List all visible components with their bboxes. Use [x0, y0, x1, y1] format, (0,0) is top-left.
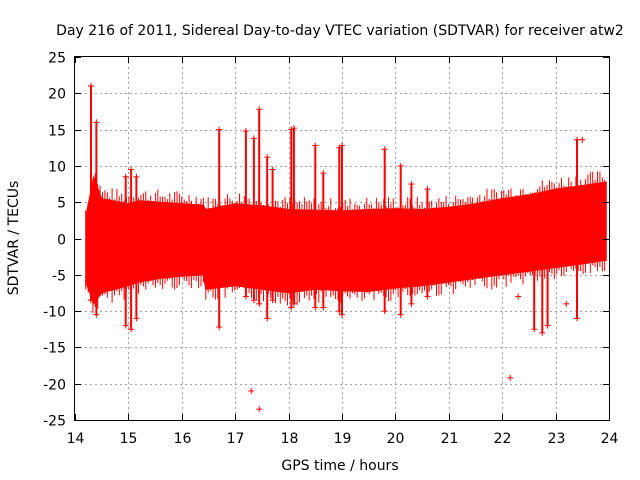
spike-top-marker [544, 206, 551, 213]
y-tick-label: -15 [43, 341, 66, 357]
spike-top-marker [290, 125, 297, 132]
spike-top-marker [320, 170, 327, 177]
spike-bottom-marker [312, 304, 319, 311]
spike-top-marker [242, 128, 249, 135]
spike-bottom-marker [133, 315, 140, 322]
chart-title: Day 216 of 2011, Sidereal Day-to-day VTE… [56, 23, 624, 39]
y-tick-label: 0 [57, 233, 66, 249]
y-tick-label: 15 [48, 124, 66, 140]
spike-bottom-marker [531, 326, 538, 333]
spike-top-marker [133, 173, 140, 180]
spike-bottom-marker [93, 311, 100, 318]
axis-ticks: 14 15 16 17 18 19 20 21 22 23 24 25 20 15 10 5 0 -5 -10 -15… [43, 51, 618, 448]
plot-frame [74, 56, 610, 421]
spike-bottom-marker [544, 322, 551, 329]
spike-bottom-marker [250, 297, 257, 304]
spike-bottom-marker [573, 315, 580, 322]
spike-bottom-marker [381, 308, 388, 315]
spike-top-marker [250, 135, 257, 142]
outlier-point [248, 387, 255, 394]
y-tick-label: -20 [43, 378, 66, 394]
outlier-point [88, 83, 95, 90]
x-axis-label: GPS time / hours [281, 458, 398, 474]
x-tick-label: 23 [548, 431, 566, 447]
outlier-point [256, 406, 263, 413]
y-tick-label: -10 [43, 305, 66, 321]
x-tick-label: 14 [67, 431, 85, 447]
y-tick-label: -5 [52, 269, 66, 285]
sdtvar-point-cloud [85, 174, 607, 305]
outlier-point [507, 374, 514, 381]
spike-bottom-marker [256, 300, 263, 307]
spike-top-marker [408, 181, 415, 188]
spike-bottom-marker [320, 304, 327, 311]
spike-bottom-marker [397, 311, 404, 318]
spike-bottom-marker [216, 324, 223, 331]
outlier-point [579, 136, 586, 143]
y-tick-label: 20 [48, 87, 66, 103]
spike-top-marker [122, 173, 129, 180]
spike-top-marker [424, 186, 431, 193]
spike-bottom-marker [128, 326, 135, 333]
x-tick-label: 17 [227, 431, 245, 447]
spike-top-marker [312, 142, 319, 149]
data-points [85, 83, 607, 413]
x-tick-label: 18 [281, 431, 299, 447]
x-tick-label: 19 [334, 431, 352, 447]
spike-bottom-marker [242, 293, 249, 300]
spike-top-marker [381, 146, 388, 153]
x-tick-label: 22 [494, 431, 512, 447]
spike-top-marker [93, 119, 100, 126]
spike-bottom-marker [339, 311, 345, 318]
spike-top-marker [397, 162, 404, 169]
spike-top-marker [264, 154, 271, 161]
spike-top-marker [339, 142, 345, 149]
y-axis-label: SDTVAR / TECUs [6, 181, 22, 296]
x-tick-label: 24 [601, 431, 619, 447]
x-tick-label: 16 [174, 431, 192, 447]
y-tick-label: 5 [57, 196, 66, 212]
x-tick-label: 15 [120, 431, 138, 447]
spike-bottom-marker [264, 315, 271, 322]
spike-bottom-marker [290, 300, 297, 307]
spike-top-marker [256, 106, 263, 113]
spike-bottom-marker [408, 300, 415, 307]
spike-bottom-marker [122, 322, 129, 329]
spike-bottom-marker [88, 297, 95, 304]
y-tick-label: 25 [48, 51, 66, 67]
spike-bottom-marker [288, 304, 295, 311]
spike-top-marker [128, 166, 135, 173]
spike-top-marker [269, 166, 276, 173]
x-tick-label: 21 [441, 431, 459, 447]
y-tick-label: 10 [48, 160, 66, 176]
spike-top-marker [531, 202, 538, 209]
outlier-point [515, 293, 522, 300]
spike-top-marker [539, 199, 546, 206]
spike-bottom-marker [269, 297, 276, 304]
spike-bottom-marker [539, 329, 546, 336]
spike-bottom-marker [424, 293, 431, 300]
spike-top-marker [573, 136, 580, 143]
y-tick-label: -25 [43, 414, 66, 430]
x-tick-label: 20 [387, 431, 405, 447]
outlier-point [563, 300, 570, 307]
spike-top-marker [216, 126, 223, 133]
